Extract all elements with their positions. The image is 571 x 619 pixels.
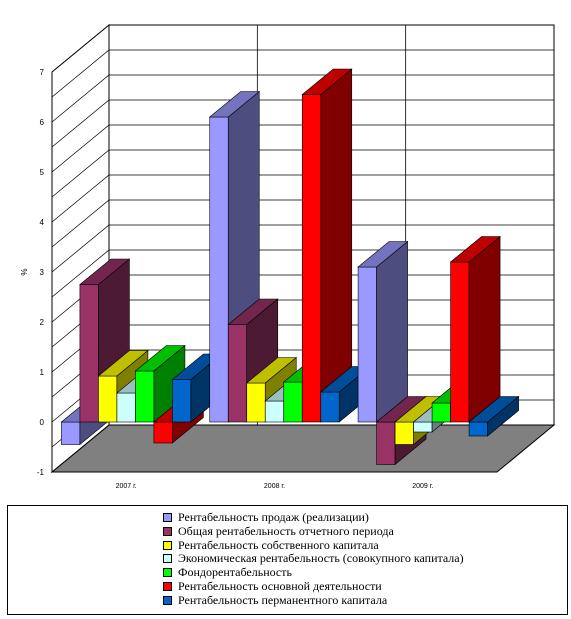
legend-item: Фондорентабельность (163, 565, 292, 580)
y-tick-label: 4 (40, 218, 45, 227)
legend-swatch (163, 595, 172, 605)
legend-swatch (163, 540, 172, 550)
legend-swatch (163, 526, 172, 536)
legend-item: Рентабельность продаж (реализации) (163, 510, 369, 524)
bar-chart: -1 0 1 2 3 4 5 6 7 2007 г. 2008 г. 2009 г. % (20, 23, 556, 490)
y-tick-label: 1 (40, 368, 45, 377)
legend-label: Рентабельность собственного капитала (178, 537, 379, 552)
y-tick-label: 2 (40, 318, 45, 327)
x-tick-label: 2008 г. (264, 483, 285, 490)
x-tick-label: 2007 г. (116, 483, 137, 490)
y-tick-label: 6 (40, 118, 45, 127)
y-tick-label: 3 (40, 268, 45, 277)
legend-label: Рентабельность основной деятельности (178, 579, 382, 593)
y-tick-label: 7 (40, 68, 45, 77)
x-tick-label: 2009 г. (412, 483, 433, 490)
bar (301, 68, 353, 423)
bar (449, 235, 501, 423)
legend-item: Рентабельность собственного капитала (163, 537, 379, 552)
bar (134, 344, 186, 423)
chart-area: -1 0 1 2 3 4 5 6 7 2007 г. 2008 г. 2009 г. % (20, 23, 556, 490)
legend-swatch (163, 513, 172, 522)
bar (357, 240, 409, 423)
y-tick-label: 5 (40, 168, 45, 177)
legend-swatch (163, 582, 172, 591)
legend-item: Рентабельность основной деятельности (163, 579, 382, 593)
legend-swatch (163, 568, 172, 578)
y-tick-label: -1 (37, 468, 45, 477)
legend-item: Общая рентабельность отчетного периода (163, 523, 394, 538)
legend-item: Рентабельность перманентного капитала (163, 592, 388, 607)
y-tick-label: 0 (40, 418, 45, 427)
legend-swatch (163, 554, 172, 564)
legend-label: Экономическая рентабельность (совокупног… (178, 551, 464, 566)
legend-label: Рентабельность перманентного капитала (178, 592, 388, 607)
y-axis-label: % (20, 268, 29, 275)
legend-label: Фондорентабельность (178, 565, 292, 580)
legend-label: Общая рентабельность отчетного периода (178, 523, 394, 538)
legend: Рентабельность продаж (реализации) Общая … (7, 505, 568, 615)
legend-label: Рентабельность продаж (реализации) (178, 510, 369, 524)
legend-item: Экономическая рентабельность (совокупног… (163, 551, 464, 566)
bar (468, 395, 520, 437)
